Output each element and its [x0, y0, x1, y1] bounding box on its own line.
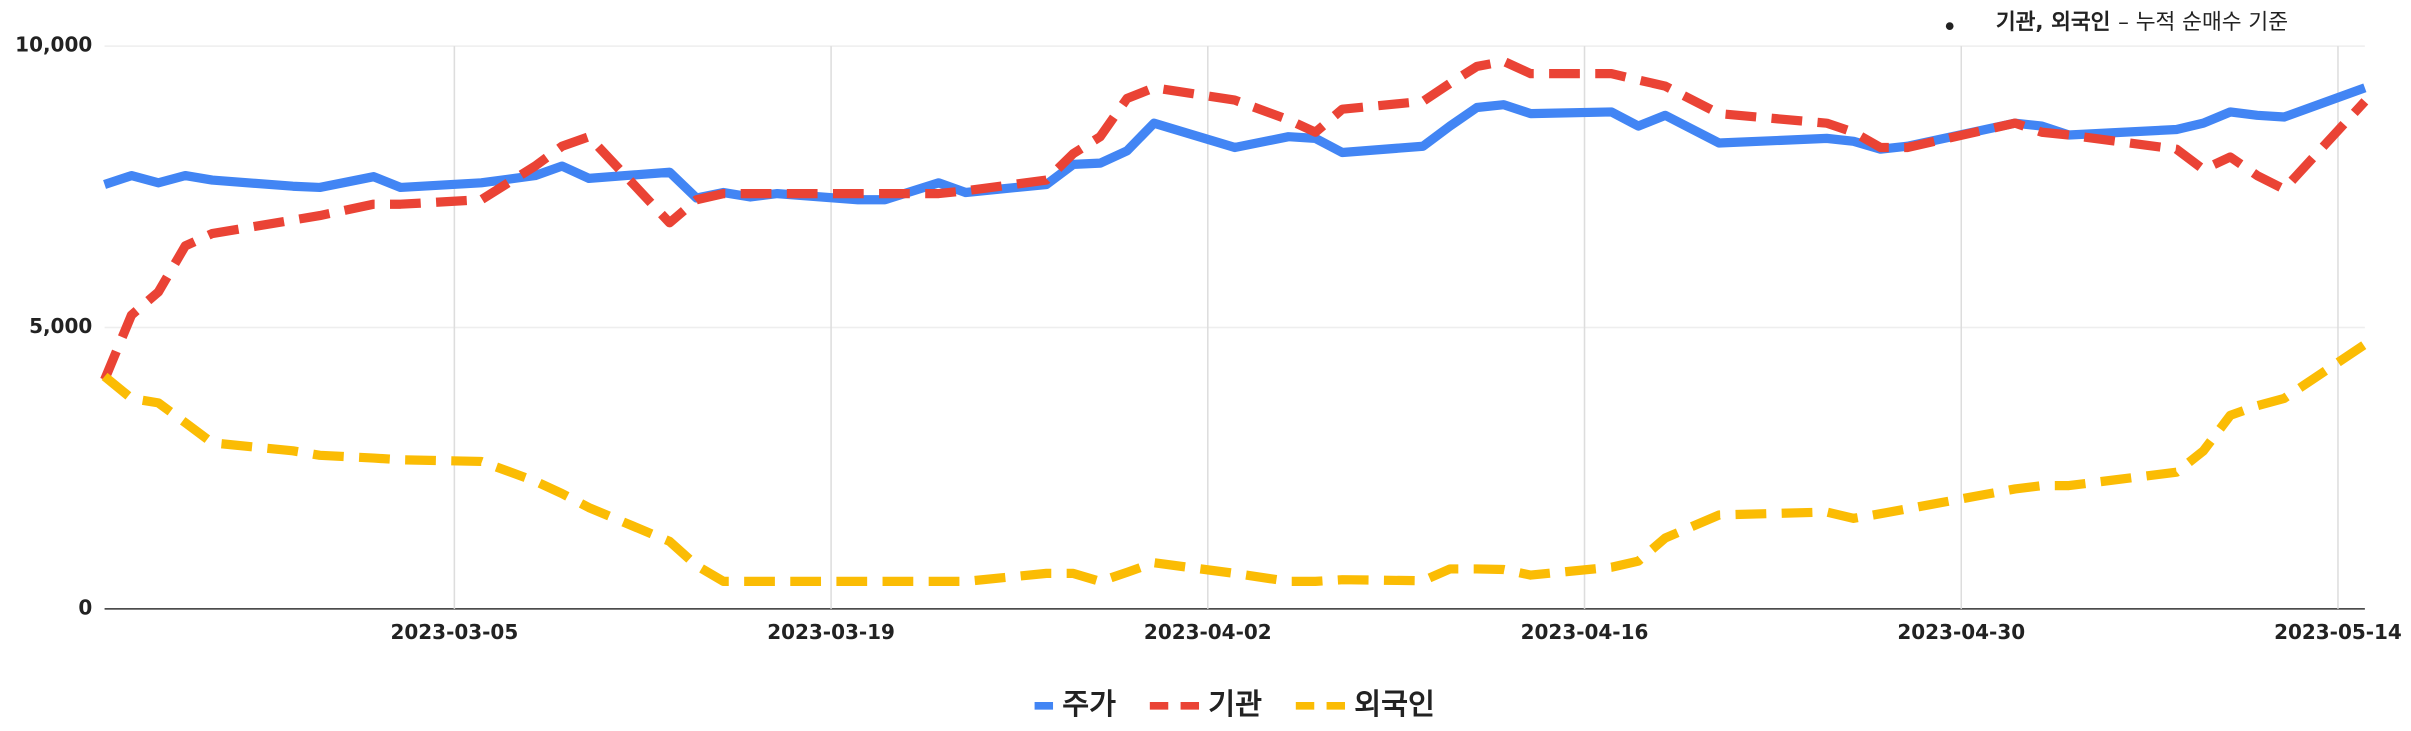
annotation-text: – 누적 순매수 기준: [2118, 10, 2288, 35]
line-series: [103, 83, 2367, 205]
legend: 주가 기관 외국인: [1034, 687, 1435, 721]
legend-label: 외국인: [1354, 687, 1435, 721]
legend-label: 주가: [1062, 687, 1116, 721]
y-tick-label: 0: [78, 595, 92, 619]
x-tick-label: 2023-05-14: [2274, 620, 2402, 644]
y-tick-label: 10,000: [15, 33, 92, 57]
annotation: 기관, 외국인 – 누적 순매수 기준: [1945, 10, 2288, 35]
x-tick-label: 2023-04-16: [1521, 620, 1649, 644]
x-tick-label: 2023-04-30: [1897, 620, 2025, 644]
x-tick-label: 2023-03-05: [391, 620, 519, 644]
legend-label: 기관: [1208, 687, 1262, 721]
x-tick-label: 2023-03-19: [767, 620, 895, 644]
line-series: [100, 56, 2369, 382]
bullet: [1945, 22, 1954, 30]
y-tick-label: 5,000: [29, 314, 92, 338]
annotation-bold: 기관, 외국인: [1996, 10, 2111, 35]
x-tick-label: 2023-04-02: [1144, 620, 1272, 644]
line-series: [101, 340, 2368, 586]
